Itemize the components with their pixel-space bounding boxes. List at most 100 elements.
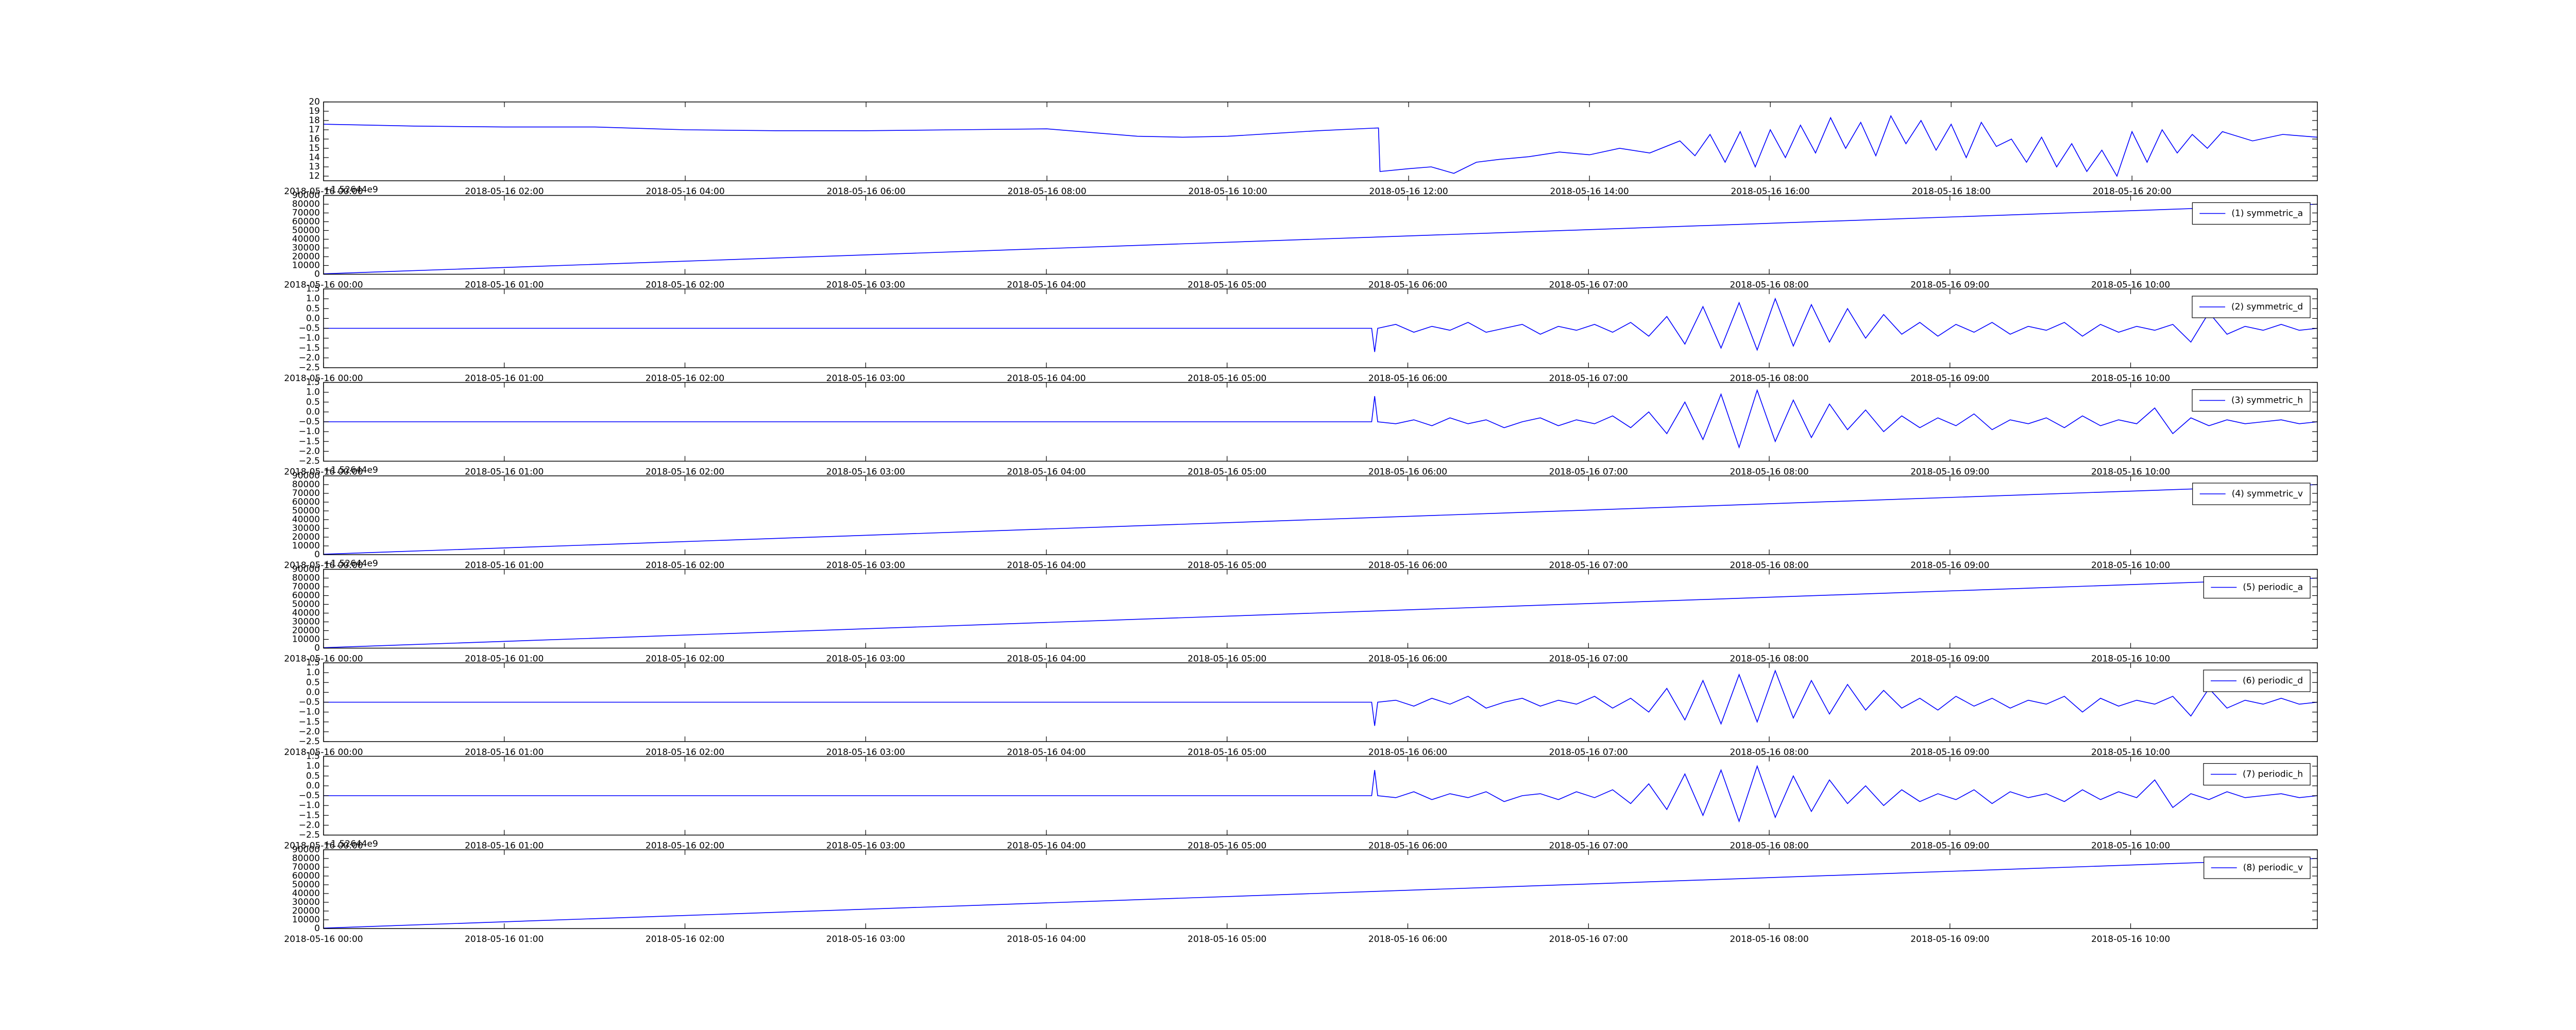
data-line — [323, 203, 2318, 274]
x-tick-label: 2018-05-16 10:00 — [2091, 467, 2170, 477]
x-tick-label: 2018-05-16 04:00 — [1007, 934, 1086, 945]
y-tick-label: −0.5 — [299, 323, 320, 334]
y-tick-label: 1.0 — [306, 294, 320, 304]
x-tick-label: 2018-05-16 07:00 — [1549, 841, 1628, 851]
legend-label: (5) periodic_a — [2243, 582, 2303, 593]
x-tick-label: 2018-05-16 08:00 — [1730, 560, 1808, 571]
y-tick-label: 40000 — [292, 608, 320, 619]
y-tick-label: 90000 — [292, 191, 320, 201]
y-tick-label: 10000 — [292, 541, 320, 551]
x-tick-label: 2018-05-16 05:00 — [1188, 467, 1266, 477]
y-tick-label: 18 — [309, 115, 320, 126]
x-tick-label: 2018-05-16 03:00 — [826, 467, 905, 477]
plot-frame — [323, 475, 2318, 555]
x-tick-label: 2018-05-16 06:00 — [826, 186, 905, 197]
x-tick-label: 2018-05-16 05:00 — [1188, 654, 1266, 664]
y-tick-label: 19 — [309, 106, 320, 116]
y-tick-label: 1.0 — [306, 387, 320, 398]
x-tick-label: 2018-05-16 05:00 — [1188, 747, 1266, 758]
y-tick-label: −0.5 — [299, 791, 320, 801]
x-tick-label: 2018-05-16 03:00 — [826, 373, 905, 384]
y-tick-label: 80000 — [292, 479, 320, 490]
x-tick-label: 2018-05-16 10:00 — [2091, 841, 2170, 851]
x-tick-label: 2018-05-16 10:00 — [2091, 934, 2170, 945]
y-tick-label: −1.0 — [299, 707, 320, 717]
x-tick-label: 2018-05-16 04:00 — [1007, 747, 1086, 758]
x-tick-label: 2018-05-16 07:00 — [1549, 934, 1628, 945]
plot-frame — [323, 382, 2318, 462]
y-tick-label: 1.5 — [306, 658, 320, 668]
y-tick-label: 20000 — [292, 906, 320, 916]
y-tick-label: 10000 — [292, 261, 320, 271]
x-tick-label: 2018-05-16 03:00 — [826, 747, 905, 758]
x-tick-label: 2018-05-16 03:00 — [826, 280, 905, 290]
plot-frame — [323, 849, 2318, 929]
x-tick-label: 2018-05-16 02:00 — [646, 560, 724, 571]
y-tick-label: 60000 — [292, 497, 320, 507]
x-tick-label: 2018-05-16 09:00 — [1910, 654, 1989, 664]
y-tick-label: −1.5 — [299, 436, 320, 447]
plot-background — [324, 476, 2317, 555]
y-tick-label: 0 — [314, 643, 320, 654]
y-tick-label: 30000 — [292, 523, 320, 534]
x-tick-label: 2018-05-16 02:00 — [465, 186, 544, 197]
y-tick-label: −2.5 — [299, 830, 320, 840]
y-tick-label: −1.0 — [299, 426, 320, 437]
x-tick-label: 2018-05-16 02:00 — [646, 654, 724, 664]
y-tick-label: −2.0 — [299, 353, 320, 363]
x-tick-label: 2018-05-16 09:00 — [1910, 747, 1989, 758]
y-tick-label: 40000 — [292, 234, 320, 245]
y-tick-label: 30000 — [292, 617, 320, 627]
x-tick-label: 2018-05-16 04:00 — [1007, 467, 1086, 477]
y-tick-label: 20000 — [292, 532, 320, 542]
y-tick-label: 50000 — [292, 880, 320, 890]
x-tick-label: 2018-05-16 08:00 — [1730, 280, 1808, 290]
y-tick-label: 10000 — [292, 915, 320, 925]
y-tick-label: 1.0 — [306, 761, 320, 771]
y-tick-label: 30000 — [292, 897, 320, 907]
x-tick-label: 2018-05-16 07:00 — [1549, 373, 1628, 384]
y-tick-label: −2.5 — [299, 363, 320, 373]
x-tick-label: 2018-05-16 09:00 — [1910, 841, 1989, 851]
y-tick-label: −1.5 — [299, 717, 320, 727]
x-tick-label: 2018-05-16 01:00 — [465, 747, 544, 758]
x-tick-label: 2018-05-16 09:00 — [1910, 560, 1989, 571]
y-tick-label: 90000 — [292, 845, 320, 855]
x-tick-label: 2018-05-16 08:00 — [1730, 467, 1808, 477]
x-tick-label: 2018-05-16 06:00 — [1368, 747, 1447, 758]
y-tick-label: −2.5 — [299, 456, 320, 467]
x-tick-label: 2018-05-16 08:00 — [1007, 186, 1086, 197]
plot-frame — [323, 288, 2318, 368]
y-tick-label: 13 — [309, 162, 320, 172]
y-tick-label: 90000 — [292, 471, 320, 481]
y-tick-label: 0.5 — [306, 397, 320, 407]
x-tick-label: 2018-05-16 05:00 — [1188, 373, 1266, 384]
x-tick-label: 2018-05-16 00:00 — [284, 747, 363, 758]
y-tick-label: −0.5 — [299, 697, 320, 708]
y-tick-label: −2.0 — [299, 820, 320, 830]
x-tick-label: 2018-05-16 05:00 — [1188, 841, 1266, 851]
legend-label: (3) symmetric_h — [2231, 396, 2303, 406]
y-tick-label: 30000 — [292, 243, 320, 253]
plot-background — [324, 850, 2317, 929]
x-tick-label: 2018-05-16 02:00 — [646, 467, 724, 477]
x-tick-label: 2018-05-16 09:00 — [1910, 280, 1989, 290]
x-tick-label: 2018-05-16 02:00 — [646, 280, 724, 290]
y-tick-label: 0.0 — [306, 407, 320, 417]
data-line — [323, 115, 2318, 177]
legend-box — [2192, 296, 2311, 318]
x-tick-label: 2018-05-16 20:00 — [2093, 186, 2172, 197]
y-tick-label: 80000 — [292, 199, 320, 210]
y-tick-label: 15 — [309, 143, 320, 153]
x-tick-label: 2018-05-16 09:00 — [1910, 467, 1989, 477]
plot-background — [324, 102, 2317, 181]
x-tick-label: 2018-05-16 02:00 — [646, 747, 724, 758]
y-tick-label: 70000 — [292, 862, 320, 872]
y-tick-label: 40000 — [292, 514, 320, 525]
x-tick-label: 2018-05-16 02:00 — [646, 934, 724, 945]
x-tick-label: 2018-05-16 00:00 — [284, 467, 363, 477]
y-tick-label: −1.0 — [299, 333, 320, 344]
y-tick-label: 0 — [314, 923, 320, 934]
y-tick-label: 50000 — [292, 599, 320, 610]
